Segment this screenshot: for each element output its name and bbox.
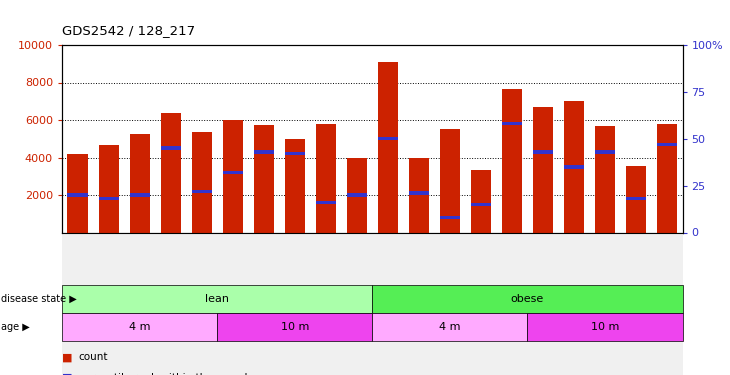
Bar (315, 201, 336, 204)
Bar (471, 202, 491, 206)
Text: disease state ▶: disease state ▶ (1, 294, 77, 304)
Bar (595, 126, 615, 232)
Bar (528, 313, 683, 341)
Bar (372, 313, 528, 341)
Text: lean: lean (205, 294, 229, 304)
Bar (439, 129, 460, 232)
Bar (409, 158, 429, 232)
Bar (62, 232, 683, 375)
Bar (62, 285, 372, 313)
Bar (471, 170, 491, 232)
Bar (657, 124, 677, 232)
Text: ■: ■ (62, 352, 72, 363)
Bar (372, 285, 683, 313)
Bar (129, 134, 150, 232)
Bar (161, 147, 181, 150)
Bar (533, 107, 553, 232)
Bar (595, 150, 615, 154)
Bar (626, 166, 646, 232)
Bar (502, 89, 522, 232)
Bar (62, 313, 218, 341)
Text: 10 m: 10 m (591, 322, 619, 332)
Bar (67, 194, 88, 196)
Bar (161, 113, 181, 232)
Text: percentile rank within the sample: percentile rank within the sample (78, 373, 254, 375)
Bar (315, 124, 336, 232)
Text: age ▶: age ▶ (1, 322, 29, 332)
Text: 4 m: 4 m (129, 322, 150, 332)
Text: 4 m: 4 m (439, 322, 461, 332)
Bar (191, 190, 212, 193)
Bar (223, 171, 243, 174)
Bar (253, 150, 274, 154)
Bar (285, 139, 305, 232)
Bar (253, 124, 274, 232)
Bar (347, 194, 367, 196)
Bar (99, 197, 119, 200)
Bar (502, 122, 522, 125)
Text: count: count (78, 352, 107, 363)
Text: 10 m: 10 m (280, 322, 309, 332)
Bar (377, 62, 398, 232)
Bar (564, 165, 584, 169)
Bar (439, 216, 460, 219)
Bar (223, 120, 243, 232)
Bar (409, 191, 429, 195)
Bar (657, 143, 677, 146)
Bar (67, 154, 88, 232)
Bar (218, 313, 372, 341)
Bar (191, 132, 212, 232)
Text: GDS2542 / 128_217: GDS2542 / 128_217 (62, 24, 195, 38)
Bar (347, 158, 367, 232)
Bar (626, 197, 646, 200)
Text: ■: ■ (62, 373, 72, 375)
Bar (285, 152, 305, 155)
Bar (377, 137, 398, 141)
Text: obese: obese (511, 294, 544, 304)
Bar (129, 194, 150, 196)
Bar (533, 150, 553, 154)
Bar (99, 146, 119, 232)
Bar (564, 101, 584, 232)
